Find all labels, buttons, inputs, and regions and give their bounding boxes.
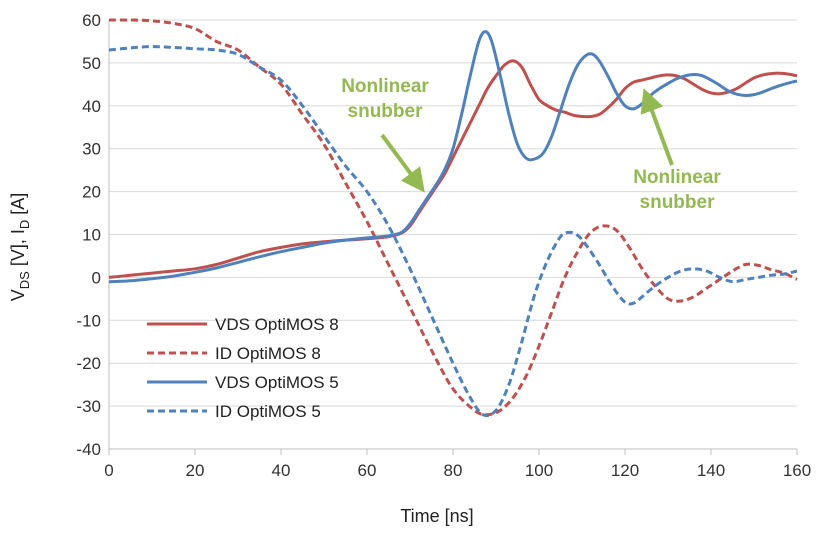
series-lines — [108, 18, 798, 418]
x-tick-label: 60 — [358, 461, 377, 480]
y-axis-title-part: V — [8, 289, 28, 301]
legend: VDS OptiMOS 8 ID OptiMOS 8 VDS OptiMOS 5 ID… — [147, 315, 339, 421]
y-tick-label: 50 — [82, 54, 101, 73]
legend-label: VDS OptiMOS 5 — [215, 373, 339, 392]
y-axis-title: VDS [V], ID [A] — [8, 193, 32, 302]
annotation-arrow — [640, 88, 674, 166]
x-tick-label: 120 — [611, 461, 639, 480]
annotation-label: Nonlinear — [633, 167, 721, 188]
y-tick-label: 20 — [82, 183, 101, 202]
x-tick-label: 40 — [272, 461, 291, 480]
y-tick-label: 10 — [82, 226, 101, 245]
x-tick-label: 20 — [186, 461, 205, 480]
annotation-label: Nonlinear — [341, 76, 429, 97]
y-tick-label: 30 — [82, 140, 101, 159]
annotations: Nonlinear snubber Nonlinear snubber — [341, 76, 721, 213]
series-line-4 — [108, 45, 798, 418]
y-axis-ticks: -40 -30 -20 -10 0 10 20 30 40 50 60 — [76, 11, 101, 459]
annotation-label: snubber — [348, 101, 424, 122]
legend-label: ID OptiMOS 5 — [215, 402, 321, 421]
y-tick-label: -20 — [76, 354, 101, 373]
x-tick-label: 140 — [697, 461, 725, 480]
y-axis-title-subscript: D — [17, 220, 32, 229]
y-tick-label: 0 — [92, 268, 101, 287]
legend-label: VDS OptiMOS 8 — [215, 315, 339, 334]
y-axis-title-part: [V], I — [8, 229, 28, 271]
y-tick-label: 60 — [82, 11, 101, 30]
y-tick-label: -30 — [76, 397, 101, 416]
x-axis-ticks: 0 20 40 60 80 100 120 140 160 — [104, 449, 811, 480]
y-tick-label: -10 — [76, 311, 101, 330]
x-tick-label: 80 — [444, 461, 463, 480]
x-tick-label: 100 — [525, 461, 553, 480]
y-tick-label: 40 — [82, 97, 101, 116]
annotation-label: snubber — [640, 192, 716, 213]
y-axis-title-part: [A] — [8, 193, 28, 220]
y-axis-title-subscript: DS — [17, 271, 32, 289]
x-tick-label: 0 — [104, 461, 113, 480]
legend-label: ID OptiMOS 8 — [215, 344, 321, 363]
annotation-arrow — [380, 133, 425, 193]
x-axis-title: Time [ns] — [400, 506, 473, 526]
y-tick-label: -40 — [76, 440, 101, 459]
series-line-2 — [108, 18, 798, 417]
x-tick-label: 160 — [783, 461, 811, 480]
series-line-3 — [108, 30, 798, 284]
